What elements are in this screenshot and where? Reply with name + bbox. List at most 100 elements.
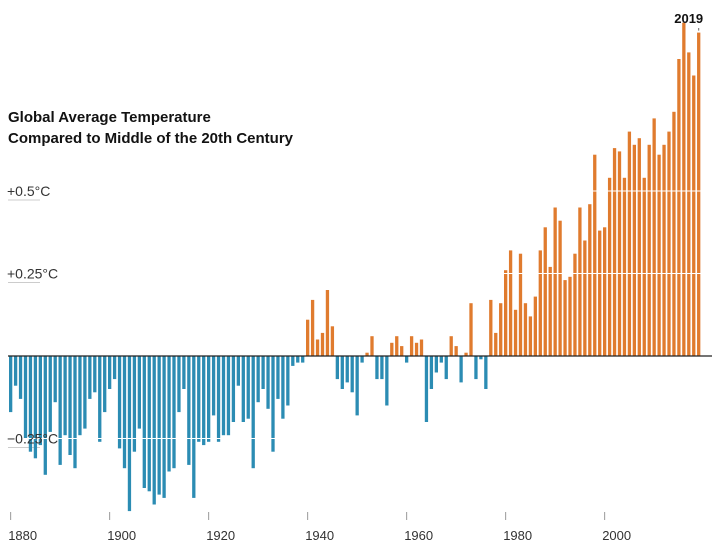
bar-1914 — [177, 356, 181, 413]
bar-1881 — [13, 356, 18, 386]
bar-1887 — [43, 356, 47, 475]
bar-1912 — [167, 356, 171, 472]
bar-1910 — [157, 356, 161, 495]
x-tick-label: 2000 — [602, 528, 631, 543]
bar-1940 — [306, 319, 310, 356]
bar-1917 — [192, 356, 196, 498]
bar-1944 — [325, 290, 330, 356]
bar-1997 — [588, 204, 592, 356]
bar-1920 — [207, 356, 211, 442]
bar-2017 — [687, 52, 691, 357]
x-tick-label: 1940 — [305, 528, 334, 543]
highlight-label-2019: 2019 — [674, 11, 703, 26]
bar-1880 — [9, 356, 13, 413]
bar-1980 — [504, 270, 508, 356]
bar-1904 — [127, 356, 132, 512]
bar-1888 — [48, 356, 52, 432]
bar-1990 — [553, 207, 557, 356]
bar-1900 — [108, 356, 112, 389]
bar-1884 — [28, 356, 33, 452]
chart-title: Global Average Temperature Compared to M… — [8, 107, 293, 149]
bar-1966 — [434, 356, 438, 373]
bar-1985 — [528, 316, 533, 356]
bar-1945 — [330, 326, 335, 356]
bar-1931 — [261, 356, 265, 389]
bar-2003 — [617, 151, 622, 356]
bar-1958 — [395, 336, 399, 356]
bar-1983 — [518, 253, 523, 356]
bar-1928 — [246, 356, 250, 419]
bar-1946 — [335, 356, 339, 380]
bar-1948 — [345, 356, 349, 383]
bar-1976 — [484, 356, 488, 389]
bar-1899 — [103, 356, 107, 413]
bar-1991 — [558, 220, 562, 356]
bar-1953 — [370, 336, 374, 356]
bar-1927 — [241, 356, 245, 422]
bar-1892 — [68, 356, 72, 455]
bar-1977 — [489, 299, 493, 356]
y-tick-label: −0.25°C — [7, 431, 58, 447]
bar-1962 — [414, 342, 419, 356]
bar-1982 — [513, 309, 518, 356]
bar-1933 — [271, 356, 275, 452]
bar-2009 — [647, 144, 651, 356]
bar-1979 — [499, 303, 503, 356]
bar-1885 — [33, 356, 38, 459]
bar-1926 — [236, 356, 240, 386]
bar-2011 — [657, 154, 661, 356]
bar-1939 — [301, 356, 305, 363]
bar-1903 — [122, 356, 127, 469]
bar-2005 — [627, 131, 632, 356]
bar-1955 — [380, 356, 384, 380]
bar-1993 — [568, 276, 572, 356]
bar-1967 — [439, 356, 443, 363]
bar-1923 — [221, 356, 226, 436]
bar-1909 — [152, 356, 156, 505]
bar-1907 — [142, 356, 146, 488]
chart-title-line2: Compared to Middle of the 20th Century — [8, 130, 294, 147]
bar-1925 — [231, 356, 236, 422]
bar-1951 — [360, 356, 364, 363]
y-tick-label: +0.25°C — [7, 266, 58, 282]
bar-1898 — [98, 356, 102, 442]
bar-1897 — [93, 356, 97, 393]
bar-1883 — [23, 356, 28, 439]
bar-1919 — [202, 356, 206, 446]
y-tick-label: +0.5°C — [7, 183, 50, 199]
bar-1957 — [390, 342, 394, 356]
bar-2013 — [667, 131, 671, 356]
bar-2006 — [632, 144, 636, 356]
bar-1913 — [172, 356, 176, 469]
bar-1988 — [543, 227, 547, 356]
bar-1943 — [320, 332, 325, 356]
bar-2004 — [622, 177, 627, 356]
bar-1995 — [578, 207, 582, 356]
bar-1965 — [429, 356, 434, 389]
bar-1970 — [454, 346, 458, 356]
bar-2016 — [682, 22, 686, 356]
bar-1882 — [18, 356, 23, 399]
bar-1889 — [53, 356, 57, 403]
bar-1937 — [291, 356, 295, 366]
bar-1896 — [88, 356, 92, 399]
bar-2012 — [662, 144, 666, 356]
bar-1961 — [409, 336, 414, 356]
bar-1891 — [63, 356, 67, 436]
bar-1938 — [296, 356, 300, 363]
bar-1932 — [266, 356, 270, 409]
bar-1964 — [424, 356, 429, 422]
bar-2002 — [612, 148, 617, 356]
bar-1974 — [474, 356, 478, 380]
bar-1890 — [58, 356, 62, 465]
bar-1978 — [494, 332, 498, 356]
bar-1902 — [117, 356, 122, 449]
bar-1908 — [147, 356, 151, 492]
bar-1989 — [548, 266, 552, 356]
bar-2014 — [672, 111, 676, 356]
x-tick-label: 1900 — [107, 528, 136, 543]
bar-1981 — [508, 250, 513, 356]
bar-1895 — [83, 356, 87, 429]
bar-1905 — [132, 356, 137, 452]
